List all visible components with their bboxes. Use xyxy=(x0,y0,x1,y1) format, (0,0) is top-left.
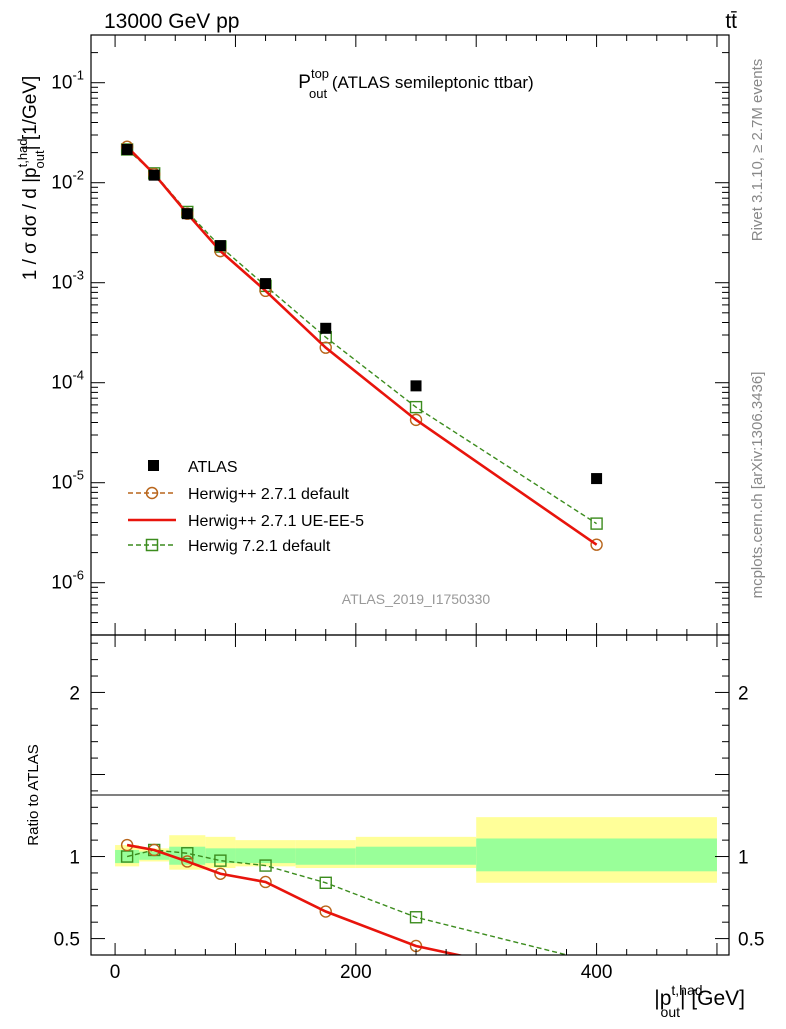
top-point-atlas xyxy=(260,278,272,290)
top-panel-frame xyxy=(90,34,730,636)
y-tick-label: 10-4 xyxy=(51,368,84,394)
top-point-atlas xyxy=(320,322,332,334)
ratio-point-herwigpp-default xyxy=(181,855,194,868)
top-line-herwig-2-7-1-ue-ee-5 xyxy=(126,145,598,546)
ratio-point-herwig7 xyxy=(181,847,194,860)
y-tick-label: 10-1 xyxy=(51,68,84,94)
header-right: tt̄ xyxy=(725,10,737,33)
band-inner-bin xyxy=(476,838,717,872)
top-panel-series xyxy=(120,140,603,551)
ratio-y-tick-label-right: 0.5 xyxy=(738,930,764,951)
y-tick-label: 10-6 xyxy=(51,568,84,594)
legend-label-herwigpp-ueee5: Herwig++ 2.7.1 UE-EE-5 xyxy=(188,513,364,530)
ratio-y-tick-label-right: 1 xyxy=(738,848,749,869)
y-tick-label: 10-5 xyxy=(51,468,84,494)
ratio-line-herwig-2-7-1-ue-ee-5 xyxy=(126,843,465,955)
x-axis-label: |pt,had out| [GeV] xyxy=(654,982,745,1020)
top-point-atlas xyxy=(121,143,133,155)
top-line-herwig-2-7-1-default xyxy=(126,146,597,546)
legend: ATLAS Herwig++ 2.7.1 default Herwig++ 2.… xyxy=(128,459,364,555)
top-point-atlas xyxy=(214,240,226,252)
top-point-atlas xyxy=(410,380,422,392)
plot-title: Ptop out (ATLAS semileptonic ttbar) xyxy=(298,66,533,101)
bottom-panel-frame xyxy=(90,634,730,956)
legend-marker-atlas xyxy=(148,460,159,471)
ratio-point-herwigpp-default xyxy=(319,905,332,918)
top-point-herwigpp-default xyxy=(590,538,603,551)
y-tick-label: 10-2 xyxy=(51,168,84,194)
bottom-panel-ticks: 0 200 400 0.5 0.5 1 1 2 2 xyxy=(54,635,764,983)
top-point-herwigpp-default xyxy=(409,413,423,427)
mcplots-label: mcplots.cern.ch [arXiv:1306.3436] xyxy=(749,372,766,599)
top-point-herwigpp-default xyxy=(319,341,332,354)
top-point-atlas xyxy=(591,473,603,485)
legend-label-herwigpp-default: Herwig++ 2.7.1 default xyxy=(188,486,350,503)
analysis-id: ATLAS_2019_I1750330 xyxy=(342,591,491,607)
ratio-y-tick-label-left: 1 xyxy=(69,848,80,869)
uncertainty-bands xyxy=(115,817,717,883)
x-tick-label: 400 xyxy=(581,962,613,983)
legend-label-atlas: ATLAS xyxy=(188,459,238,476)
ratio-y-tick-label-left: 2 xyxy=(69,683,80,704)
top-point-atlas xyxy=(181,208,193,220)
legend-marker-herwig7 xyxy=(145,538,159,552)
top-point-herwig7 xyxy=(590,517,603,530)
ratio-y-tick-label-left: 0.5 xyxy=(54,930,80,951)
y-tick-label: 10-3 xyxy=(51,268,84,294)
top-y-axis-label: 1 / σ dσ / d |pt,had out| [1/GeV] xyxy=(15,76,47,281)
x-tick-label: 0 xyxy=(110,962,121,983)
band-inner-bin xyxy=(355,846,477,865)
ratio-point-herwig7 xyxy=(319,876,332,889)
ratio-y-axis-label: Ratio to ATLAS xyxy=(25,744,42,845)
top-point-herwig7 xyxy=(409,400,423,414)
rivet-version-label: Rivet 3.1.10, ≥ 2.7M events xyxy=(749,59,766,242)
band-inner-bin xyxy=(295,848,356,865)
header-left: 13000 GeV pp xyxy=(104,10,239,33)
ratio-y-tick-label-right: 2 xyxy=(738,683,749,704)
ratio-point-herwig7 xyxy=(409,911,423,924)
top-panel-ticks: 10-6 10-5 10-4 10-3 10-2 10-1 xyxy=(51,35,729,636)
ratio-point-herwig7 xyxy=(214,854,227,867)
top-point-atlas xyxy=(148,169,160,181)
x-tick-label: 200 xyxy=(340,962,372,983)
ratio-point-herwig7 xyxy=(259,859,272,872)
band-inner-bin xyxy=(235,848,296,864)
legend-label-herwig7: Herwig 7.2.1 default xyxy=(188,538,331,555)
legend-marker-herwigpp-default xyxy=(145,486,159,500)
